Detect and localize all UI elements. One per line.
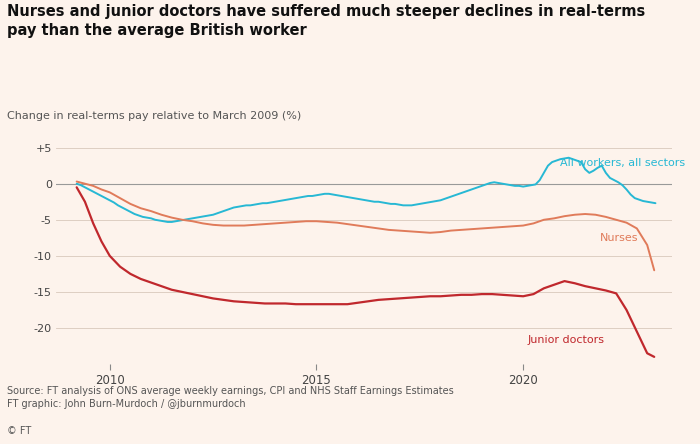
Text: Source: FT analysis of ONS average weekly earnings, CPI and NHS Staff Earnings E: Source: FT analysis of ONS average weekl… — [7, 386, 454, 409]
Text: © FT: © FT — [7, 426, 31, 436]
Text: Change in real-terms pay relative to March 2009 (%): Change in real-terms pay relative to Mar… — [7, 111, 301, 121]
Text: Nurses and junior doctors have suffered much steeper declines in real-terms
pay : Nurses and junior doctors have suffered … — [7, 4, 645, 38]
Text: All workers, all sectors: All workers, all sectors — [561, 158, 685, 168]
Text: Junior doctors: Junior doctors — [527, 335, 604, 345]
Text: Nurses: Nurses — [600, 233, 638, 243]
